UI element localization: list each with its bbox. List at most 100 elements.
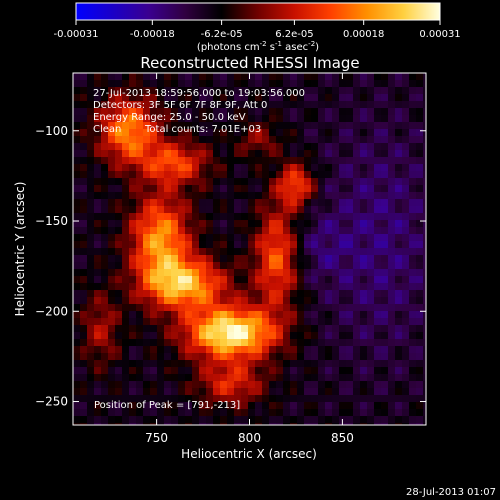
heatmap-cell — [178, 129, 186, 137]
heatmap-cell — [332, 374, 340, 382]
heatmap-cell — [199, 150, 207, 158]
heatmap-cell — [122, 136, 130, 144]
heatmap-cell — [122, 213, 130, 221]
heatmap-cell — [192, 136, 200, 144]
heatmap-cell — [143, 101, 151, 109]
heatmap-cell — [87, 276, 95, 284]
heatmap-cell — [213, 374, 221, 382]
heatmap-cell — [374, 101, 382, 109]
heatmap-cell — [388, 157, 396, 165]
heatmap-cell — [276, 381, 284, 389]
heatmap-cell — [136, 185, 144, 193]
heatmap-cell — [150, 360, 158, 368]
heatmap-cell — [409, 311, 417, 319]
heatmap-cell — [129, 136, 137, 144]
heatmap-cell — [248, 304, 256, 312]
heatmap-cell — [199, 269, 207, 277]
heatmap-cell — [339, 276, 347, 284]
heatmap-cell — [339, 367, 347, 375]
y-tick-label: −200 — [35, 304, 68, 318]
heatmap-cell — [381, 157, 389, 165]
heatmap-cell — [318, 388, 326, 396]
heatmap-cell — [402, 206, 410, 214]
heatmap-cell — [157, 129, 165, 137]
heatmap-cell — [108, 269, 116, 277]
heatmap-cell — [325, 150, 333, 158]
heatmap-cell — [374, 115, 382, 123]
heatmap-cell — [94, 157, 102, 165]
heatmap-cell — [171, 157, 179, 165]
heatmap-cell — [185, 255, 193, 263]
heatmap-cell — [290, 297, 298, 305]
heatmap-cell — [241, 262, 249, 270]
heatmap-cell — [381, 276, 389, 284]
heatmap-cell — [150, 150, 158, 158]
heatmap-cell — [332, 73, 340, 81]
heatmap-cell — [136, 192, 144, 200]
heatmap-cell — [297, 276, 305, 284]
heatmap-cell — [318, 80, 326, 88]
heatmap-cell — [367, 150, 375, 158]
heatmap-cell — [402, 157, 410, 165]
heatmap-cell — [136, 108, 144, 116]
heatmap-cell — [304, 318, 312, 326]
heatmap-cell — [325, 332, 333, 340]
heatmap-cell — [367, 402, 375, 410]
heatmap-cell — [227, 409, 235, 417]
heatmap-cell — [199, 136, 207, 144]
heatmap-cell — [171, 143, 179, 151]
heatmap-cell — [73, 255, 81, 263]
heatmap-cell — [332, 164, 340, 172]
heatmap-cell — [367, 220, 375, 228]
heatmap-cell — [213, 332, 221, 340]
heatmap-cell — [269, 395, 277, 403]
heatmap-cell — [94, 297, 102, 305]
heatmap-cell — [241, 276, 249, 284]
heatmap-cell — [367, 199, 375, 207]
heatmap-cell — [178, 206, 186, 214]
heatmap-cell — [115, 367, 123, 375]
heatmap-cell — [185, 339, 193, 347]
heatmap-cell — [367, 213, 375, 221]
heatmap-cell — [283, 178, 291, 186]
heatmap-cell — [325, 367, 333, 375]
heatmap-cell — [164, 248, 172, 256]
heatmap-cell — [136, 241, 144, 249]
heatmap-cell — [220, 94, 228, 102]
heatmap-cell — [423, 115, 426, 123]
x-tick-label: 750 — [145, 431, 168, 445]
heatmap-cell — [94, 192, 102, 200]
heatmap-cell — [241, 248, 249, 256]
heatmap-cell — [185, 73, 193, 81]
heatmap-cell — [311, 115, 319, 123]
heatmap-cell — [325, 353, 333, 361]
heatmap-cell — [185, 276, 193, 284]
heatmap-cell — [423, 353, 426, 361]
heatmap-cell — [136, 381, 144, 389]
heatmap-cell — [388, 192, 396, 200]
heatmap-cell — [395, 73, 403, 81]
heatmap-cell — [73, 108, 81, 116]
heatmap-cell — [129, 192, 137, 200]
heatmap-cell — [290, 423, 298, 425]
heatmap-cell — [255, 101, 263, 109]
heatmap-cell — [220, 80, 228, 88]
heatmap-cell — [423, 416, 426, 424]
heatmap-cell — [150, 206, 158, 214]
heatmap-cell — [101, 164, 109, 172]
heatmap-cell — [122, 206, 130, 214]
heatmap-cell — [388, 325, 396, 333]
heatmap-cell — [353, 157, 361, 165]
heatmap-cell — [73, 136, 81, 144]
heatmap-cell — [94, 73, 102, 81]
heatmap-cell — [241, 360, 249, 368]
heatmap-cell — [192, 80, 200, 88]
heatmap-cell — [374, 269, 382, 277]
heatmap-cell — [101, 374, 109, 382]
heatmap-cell — [262, 185, 270, 193]
heatmap-cell — [122, 171, 130, 179]
heatmap-cell — [283, 73, 291, 81]
heatmap-cell — [115, 409, 123, 417]
heatmap-cell — [129, 157, 137, 165]
heatmap-cell — [234, 185, 242, 193]
